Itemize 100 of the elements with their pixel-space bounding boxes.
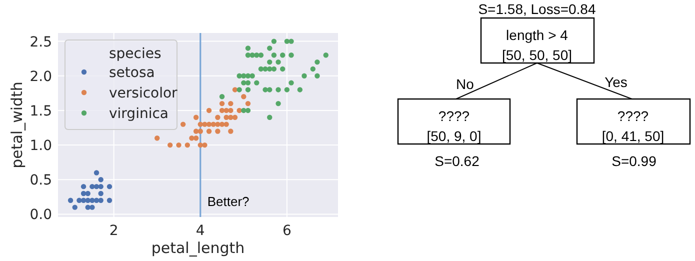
point <box>206 122 212 127</box>
point <box>202 122 208 127</box>
text: [50, 9, 0] <box>426 128 482 144</box>
y-tick-label: 1.0 <box>30 138 52 154</box>
point <box>176 142 182 148</box>
point <box>219 122 225 127</box>
point <box>267 114 272 120</box>
point <box>85 190 90 196</box>
point <box>271 66 277 72</box>
x-tick-label: 6 <box>282 223 292 239</box>
ref-line-label: Better? <box>207 194 250 209</box>
point <box>323 52 328 58</box>
point <box>94 198 100 203</box>
y-axis-title: petal_width <box>8 82 26 168</box>
point <box>72 204 78 210</box>
point <box>288 38 294 44</box>
point <box>189 136 194 141</box>
point <box>288 52 294 58</box>
point <box>276 87 281 92</box>
point <box>276 100 281 106</box>
point <box>224 122 229 127</box>
point <box>219 108 225 114</box>
point <box>245 52 251 58</box>
point <box>215 128 220 134</box>
point <box>215 122 220 127</box>
point <box>245 108 251 114</box>
point <box>236 87 242 92</box>
point <box>302 73 307 78</box>
point <box>280 66 286 72</box>
point <box>241 73 246 78</box>
point <box>80 198 86 203</box>
point <box>228 128 234 134</box>
point <box>314 59 320 65</box>
point <box>241 80 246 86</box>
x-tick-label: 4 <box>196 223 205 239</box>
y-tick-label: 1.5 <box>30 103 52 120</box>
x-tick-label: 2 <box>109 223 118 239</box>
point <box>90 184 95 190</box>
point <box>254 52 260 58</box>
text: length > 4 <box>506 27 568 43</box>
point <box>232 114 238 120</box>
point <box>267 46 272 51</box>
point <box>180 122 186 127</box>
point <box>288 80 294 86</box>
text: [50, 50, 50] <box>502 47 572 63</box>
point <box>206 108 212 114</box>
point <box>80 184 86 190</box>
point <box>193 136 199 141</box>
point <box>193 114 199 120</box>
point <box>245 73 251 78</box>
point <box>106 184 112 190</box>
point <box>98 177 104 182</box>
point <box>202 142 208 148</box>
text: Yes <box>604 74 628 90</box>
y-tick-label: 0.5 <box>30 172 52 189</box>
point <box>258 52 264 58</box>
point <box>206 128 212 134</box>
text: [0, 41, 50] <box>602 128 664 144</box>
point <box>90 198 95 203</box>
point <box>68 198 74 203</box>
legend-label: virginica <box>109 106 168 122</box>
text: ???? <box>438 108 470 124</box>
text: S=1.58, Loss=0.84 <box>478 1 596 17</box>
point <box>90 204 95 210</box>
point <box>271 38 277 44</box>
point <box>94 184 100 190</box>
point <box>250 73 255 78</box>
point <box>280 52 286 58</box>
point <box>106 198 112 203</box>
point <box>76 198 82 203</box>
point <box>219 94 225 100</box>
point <box>245 87 251 92</box>
point <box>228 108 234 114</box>
point <box>276 59 281 65</box>
y-tick-label: 2.5 <box>30 34 52 50</box>
y-tick-label: 2.0 <box>30 68 52 85</box>
point <box>219 100 225 106</box>
point <box>228 114 234 120</box>
point <box>241 108 246 114</box>
legend-label: setosa <box>109 65 155 81</box>
point <box>198 128 203 134</box>
x-axis-title: petal_length <box>151 239 245 257</box>
point <box>98 190 104 196</box>
text: ???? <box>617 108 649 124</box>
point <box>167 142 173 148</box>
point <box>94 170 100 176</box>
y-tick-label: 0.0 <box>30 207 52 224</box>
point <box>215 114 220 120</box>
point <box>193 128 199 134</box>
point <box>267 59 272 65</box>
text: S=0.99 <box>612 153 657 169</box>
text: No <box>456 76 474 92</box>
point <box>254 80 260 86</box>
text: S=0.62 <box>434 153 480 169</box>
point <box>284 87 290 92</box>
point <box>241 94 246 100</box>
point <box>98 198 104 203</box>
point <box>245 80 251 86</box>
point <box>297 87 303 92</box>
point <box>271 52 277 58</box>
